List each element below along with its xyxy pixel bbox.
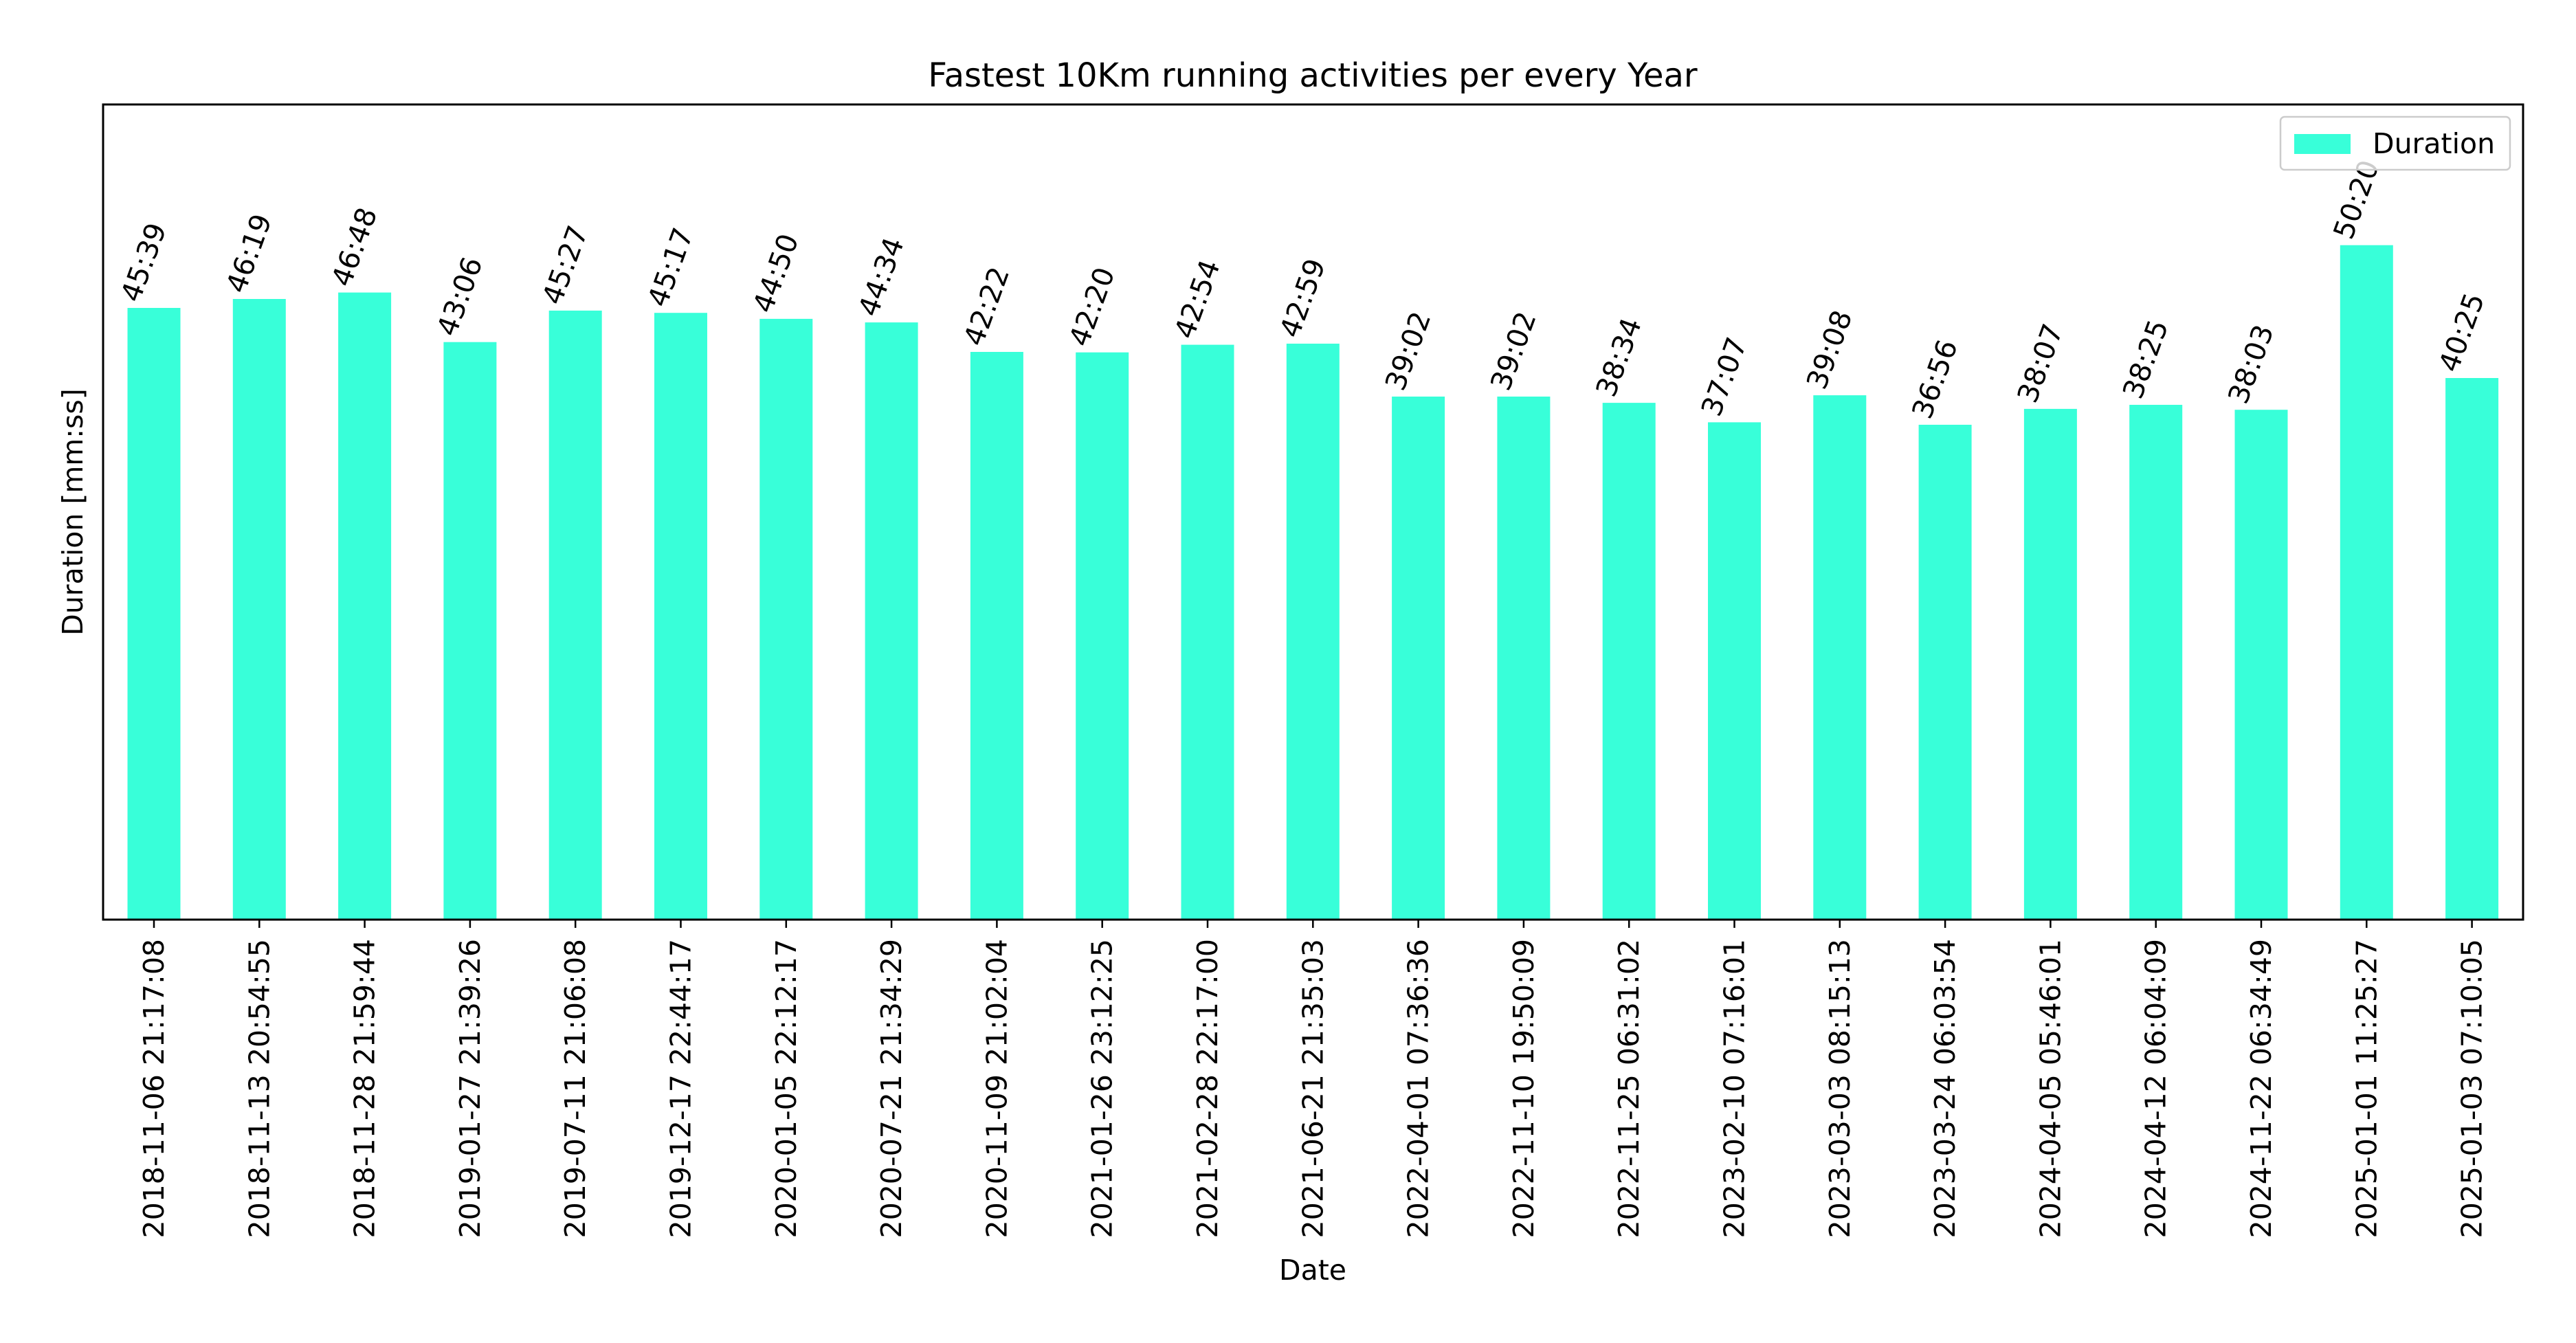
x-tick-label: 2025-01-03 07:10:05	[2456, 939, 2489, 1238]
bars-layer	[127, 245, 2499, 920]
chart-title: Fastest 10Km running activities per ever…	[928, 56, 1698, 95]
bar	[1708, 422, 1761, 920]
bar-value-label: 44:50	[746, 230, 806, 317]
x-tick-label: 2019-01-27 21:39:26	[454, 939, 487, 1238]
bar-value-label: 38:07	[2011, 320, 2070, 407]
bar	[338, 292, 392, 920]
bar	[2340, 245, 2393, 920]
bar-value-label: 45:27	[535, 221, 595, 309]
x-tick-label: 2020-07-21 21:34:29	[875, 939, 908, 1238]
bar-value-label: 38:34	[1589, 313, 1648, 401]
x-tick-label: 2018-11-06 21:17:08	[137, 939, 170, 1238]
x-tick-label: 2020-01-05 22:12:17	[770, 939, 803, 1238]
bar-value-label: 39:02	[1484, 307, 1543, 395]
bar-value-label: 38:03	[2221, 320, 2280, 408]
bar	[2445, 378, 2499, 920]
bar	[1392, 397, 1445, 920]
x-tick-label: 2018-11-13 20:54:55	[243, 939, 276, 1238]
x-tick-label: 2022-11-25 06:31:02	[1612, 939, 1645, 1238]
x-tick-label: 2025-01-01 11:25:27	[2350, 939, 2383, 1238]
bar	[1813, 395, 1867, 920]
bar-value-label: 36:56	[1905, 335, 1964, 423]
x-tick-label: 2024-11-22 06:34:49	[2245, 939, 2278, 1238]
bar-value-label: 43:06	[430, 253, 489, 340]
bar	[548, 310, 602, 920]
bar-value-label: 40:25	[2432, 289, 2491, 376]
bar	[232, 299, 286, 920]
bar	[1602, 403, 1656, 920]
bar	[1286, 344, 1340, 920]
x-tick-label: 2024-04-12 06:04:09	[2140, 939, 2173, 1238]
x-tick-label: 2020-11-09 21:02:04	[980, 939, 1013, 1238]
bar-value-label: 45:17	[641, 223, 700, 311]
bar-value-label: 39:08	[1800, 306, 1859, 393]
bar-value-label: 39:02	[1379, 307, 1438, 395]
bar-value-label: 42:22	[957, 263, 1017, 350]
legend: Duration	[2279, 115, 2511, 171]
bar	[1918, 425, 1972, 920]
bar-value-label: 42:59	[1274, 254, 1333, 342]
bar	[1181, 344, 1234, 920]
bar	[2023, 408, 2077, 920]
x-tick-label: 2022-04-01 07:36:36	[1402, 939, 1435, 1238]
y-axis-label: Duration [mm:ss]	[56, 388, 89, 636]
legend-swatch	[2294, 134, 2351, 154]
bar	[127, 308, 181, 920]
legend-box	[2279, 115, 2511, 171]
bar-value-label: 42:54	[1168, 256, 1227, 343]
bar-value-label: 42:20	[1063, 263, 1122, 351]
bar	[865, 322, 918, 920]
bar	[970, 352, 1023, 920]
x-tick-label: 2021-06-21 21:35:03	[1296, 939, 1329, 1238]
bar	[2234, 410, 2288, 920]
x-tick-label: 2019-07-11 21:06:08	[559, 939, 592, 1238]
bar-value-label: 46:48	[325, 203, 384, 291]
x-axis-label: Date	[1279, 1254, 1346, 1287]
x-tick-label: 2023-03-24 06:03:54	[1929, 939, 1962, 1238]
x-ticks-layer: 2018-11-06 21:17:08 2018-11-13 20:54:55 20…	[137, 920, 2489, 1238]
x-tick-label: 2023-03-03 08:15:13	[1823, 939, 1856, 1238]
bar	[759, 318, 813, 920]
x-tick-label: 2023-02-10 07:16:01	[1718, 939, 1751, 1238]
x-tick-label: 2021-01-26 23:12:25	[1086, 939, 1119, 1238]
x-tick-label: 2018-11-28 21:59:44	[348, 939, 381, 1238]
bar	[1076, 352, 1129, 920]
bar-value-label: 37:07	[1695, 333, 1754, 420]
bar-value-label: 44:34	[852, 233, 911, 320]
x-tick-label: 2021-02-28 22:17:00	[1191, 939, 1224, 1238]
bar-value-label: 46:19	[220, 210, 279, 297]
x-tick-label: 2022-11-10 19:50:09	[1507, 939, 1540, 1238]
bar	[2129, 405, 2183, 920]
bar-value-label: 45:39	[114, 219, 173, 306]
x-tick-label: 2024-04-05 05:46:01	[2034, 939, 2067, 1238]
legend-label: Duration	[2373, 127, 2495, 160]
bar-value-label: 38:25	[2116, 315, 2175, 403]
bar	[1497, 397, 1551, 920]
bar	[443, 342, 497, 920]
x-tick-label: 2019-12-17 22:44:17	[665, 939, 698, 1238]
bar	[654, 313, 707, 920]
